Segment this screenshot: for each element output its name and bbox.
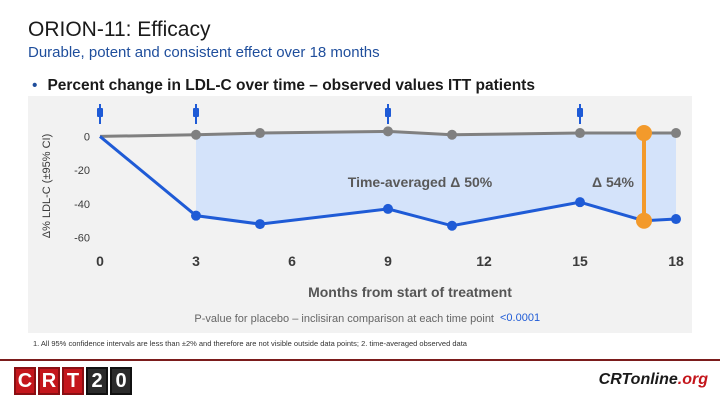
time-averaged-label: Time-averaged Δ 50% (348, 174, 493, 190)
inclisiran-point (255, 219, 265, 230)
inclisiran-point (671, 214, 681, 225)
crtonline-logo: CRTonline.org (599, 371, 708, 389)
placebo-point (671, 128, 681, 139)
bullet-text: Percent change in LDL-C over time – obse… (47, 77, 535, 94)
footer-divider (0, 359, 720, 361)
footer: C R T 2 0 CRTonline.org (0, 353, 720, 405)
inclisiran-point (447, 220, 457, 231)
x-tick-label: 12 (476, 253, 492, 269)
crtonline-logo-suffix: .org (677, 371, 708, 388)
delta-point-placebo (636, 125, 652, 142)
placebo-line (99, 129, 676, 138)
y-axis-label: Δ% LDL-C (±95% CI) (41, 134, 53, 238)
y-tick-label: -60 (74, 233, 90, 245)
bullet-heading: • Percent change in LDL-C over time – obs… (32, 77, 535, 95)
inclisiran-point (191, 210, 201, 221)
placebo-point (575, 128, 585, 139)
pvalue-label: P-value for placebo – inclisiran compari… (194, 313, 494, 325)
placebo-point (191, 129, 201, 140)
crt20-logo: C R T 2 0 (14, 367, 132, 395)
injection-syringe (385, 108, 391, 117)
y-tick-label: -40 (74, 199, 90, 211)
placebo-point (447, 129, 457, 140)
y-tick-label: 0 (84, 131, 90, 143)
bullet-marker: • (32, 77, 38, 94)
inclisiran-point (575, 197, 585, 208)
logo-tile: 0 (110, 367, 132, 395)
x-tick-label: 0 (96, 253, 104, 269)
x-tick-label: 15 (572, 253, 588, 269)
inclisiran-point (383, 203, 393, 214)
delta-point-inclisiran (636, 212, 652, 229)
page-subtitle: Durable, potent and consistent effect ov… (28, 44, 380, 61)
x-tick-label: 6 (288, 253, 296, 269)
time-averaged-region (196, 131, 676, 226)
injection-syringe (97, 108, 103, 117)
page-title: ORION-11: Efficacy (28, 18, 211, 41)
chart-panel: 0 -20 -40 -60 0 3 6 9 12 15 18 Δ% LDL-C (±95% CI) Mo… (28, 96, 692, 333)
placebo-point (255, 128, 265, 139)
placebo-point (383, 126, 393, 137)
footnote: 1. All 95% confidence intervals are less… (33, 339, 467, 348)
y-tick-label: -20 (74, 165, 90, 177)
logo-tile: R (38, 367, 60, 395)
x-tick-label: 18 (668, 253, 684, 269)
logo-tile: 2 (86, 367, 108, 395)
ldl-chart: 0 -20 -40 -60 0 3 6 9 12 15 18 Δ% LDL-C (±95% CI) Mo… (41, 104, 684, 325)
inclisiran-line (99, 135, 677, 228)
x-tick-label: 9 (384, 253, 392, 269)
injection-syringe (577, 108, 583, 117)
logo-tile: T (62, 367, 84, 395)
delta-label: Δ 54% (592, 174, 635, 190)
injection-syringe (193, 108, 199, 117)
x-tick-label: 3 (192, 253, 200, 269)
pvalue-value: <0.0001 (500, 312, 540, 324)
crtonline-logo-main: CRTonline (598, 371, 678, 388)
logo-tile: C (14, 367, 36, 395)
x-axis-label: Months from start of treatment (308, 284, 512, 300)
